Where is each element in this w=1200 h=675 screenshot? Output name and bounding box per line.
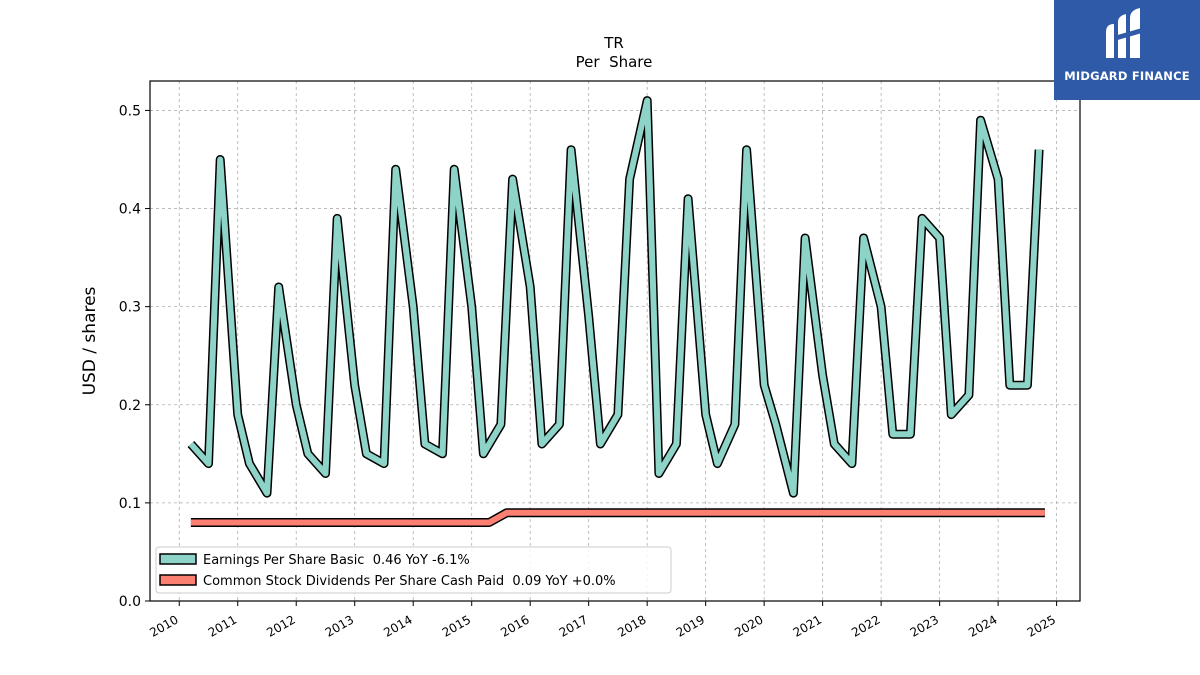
x-tick-label: 2025 xyxy=(1025,612,1058,639)
x-tick-label: 2010 xyxy=(147,612,180,639)
x-tick-label: 2020 xyxy=(732,612,765,639)
x-tick-label: 2013 xyxy=(323,612,356,639)
series-layer xyxy=(187,96,1045,527)
logo-text: MIDGARD FINANCE xyxy=(1064,69,1190,83)
series-line xyxy=(190,509,1045,526)
y-tick-label: 0.4 xyxy=(119,202,141,218)
legend-swatch xyxy=(159,553,197,565)
x-tick-label: 2021 xyxy=(791,612,824,639)
x-tick-label: 2022 xyxy=(849,612,882,639)
x-tick-label: 2017 xyxy=(557,612,590,639)
x-tick-label: 2018 xyxy=(615,612,648,639)
midgard-finance-logo: MIDGARD FINANCE xyxy=(1054,0,1200,100)
y-tick-label: 0.0 xyxy=(119,594,141,610)
logo-mark-icon xyxy=(1106,8,1142,58)
x-tick-label: 2019 xyxy=(674,612,707,639)
y-tick-label: 0.5 xyxy=(119,103,141,119)
series-1 xyxy=(190,508,1045,527)
x-tick-label: 2015 xyxy=(440,612,473,639)
plot-frame xyxy=(149,80,1081,602)
y-tick-label: 0.3 xyxy=(119,300,141,316)
legend-entry: Earnings Per Share Basic 0.46 YoY -6.1% xyxy=(203,553,470,568)
legend-entry: Common Stock Dividends Per Share Cash Pa… xyxy=(203,574,616,589)
chart-subtitle: Per Share xyxy=(576,53,653,71)
legend-box xyxy=(155,546,672,594)
y-axis-label: USD / shares xyxy=(80,286,100,395)
legend: Earnings Per Share Basic 0.46 YoY -6.1% C… xyxy=(155,546,672,594)
x-tick-label: 2014 xyxy=(381,612,414,639)
series-line xyxy=(188,97,1043,497)
x-tick-label: 2011 xyxy=(206,612,239,639)
x-tick-label: 2023 xyxy=(908,612,941,639)
series-0 xyxy=(187,96,1044,498)
x-tick-label: 2024 xyxy=(966,612,999,639)
x-tick-label: 2016 xyxy=(498,612,531,639)
chart-title: TR xyxy=(603,34,624,52)
x-tick-label: 2012 xyxy=(264,612,297,639)
y-tick-label: 0.2 xyxy=(119,398,141,414)
y-tick-label: 0.1 xyxy=(119,496,141,512)
legend-swatch xyxy=(159,574,197,586)
